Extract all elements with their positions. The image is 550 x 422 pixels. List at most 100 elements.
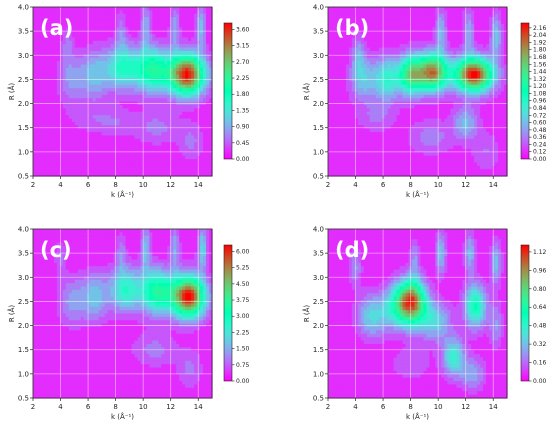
heatmap-cell <box>462 98 466 103</box>
heatmap-cell <box>41 37 46 42</box>
heatmap-cell <box>143 57 147 62</box>
heatmap-cell <box>128 13 133 18</box>
heatmap-cell <box>122 27 127 32</box>
heatmap-cell <box>62 74 67 79</box>
heatmap-cell <box>92 162 97 167</box>
heatmap-cell <box>435 64 439 69</box>
heatmap-cell <box>161 20 165 25</box>
heatmap-cell <box>182 13 186 18</box>
heatmap-cell <box>480 91 484 96</box>
heatmap-cell <box>185 142 189 147</box>
heatmap-cell <box>200 67 204 72</box>
heatmap-cell <box>438 7 442 11</box>
heatmap-cell <box>110 84 115 89</box>
heatmap-cell <box>414 50 419 55</box>
heatmap-cell <box>119 84 124 89</box>
heatmap-cell <box>396 13 401 18</box>
heatmap-cell <box>86 57 91 62</box>
heatmap-cell <box>423 23 428 28</box>
heatmap-cell <box>342 81 347 86</box>
heatmap-cell <box>119 115 124 120</box>
heatmap-cell <box>110 23 115 28</box>
heatmap-cell <box>158 132 162 137</box>
heatmap-cell <box>152 148 156 153</box>
heatmap-cell <box>185 67 189 72</box>
heatmap-cell <box>429 50 434 55</box>
heatmap-cell <box>194 67 198 72</box>
heatmap-cell <box>363 30 368 35</box>
heatmap-cell <box>339 47 344 52</box>
heatmap-cell <box>50 84 55 89</box>
heatmap-cell <box>161 91 165 96</box>
heatmap-cell <box>191 172 195 177</box>
heatmap-cell <box>41 132 46 137</box>
heatmap-cell <box>200 20 204 25</box>
heatmap-cell <box>86 34 91 39</box>
heatmap-cell <box>65 57 70 62</box>
heatmap-cell <box>149 142 153 147</box>
heatmap-cell <box>369 10 374 15</box>
heatmap-cell <box>122 165 127 170</box>
heatmap-cell <box>146 165 150 170</box>
heatmap-cell <box>477 17 481 22</box>
heatmap-cell <box>501 44 505 49</box>
heatmap-cell <box>119 135 124 140</box>
heatmap-cell <box>384 74 389 79</box>
heatmap-cell <box>53 118 58 123</box>
heatmap-cell <box>435 47 439 52</box>
heatmap-cell <box>456 34 460 39</box>
heatmap-cell <box>128 91 133 96</box>
heatmap-cell <box>206 77 210 82</box>
heatmap-cell <box>125 172 130 177</box>
heatmap-cell <box>101 50 106 55</box>
heatmap-cell <box>119 118 124 123</box>
heatmap-cell <box>167 132 171 137</box>
heatmap-cell <box>77 88 82 93</box>
heatmap-cell <box>44 81 49 86</box>
heatmap-cell <box>35 115 40 120</box>
heatmap-cell <box>206 54 210 59</box>
heatmap-cell <box>80 165 85 170</box>
heatmap-cell <box>206 145 210 150</box>
heatmap-cell <box>80 128 85 133</box>
heatmap-cell <box>483 44 487 49</box>
heatmap-cell <box>351 108 356 113</box>
heatmap-cell <box>149 162 153 167</box>
heatmap-cell <box>71 30 76 35</box>
heatmap-cell <box>402 13 407 18</box>
heatmap-cell <box>477 71 481 76</box>
heatmap-cell <box>125 37 130 42</box>
heatmap-cell <box>101 34 106 39</box>
heatmap-cell <box>381 61 386 66</box>
heatmap-cell <box>336 77 341 82</box>
heatmap-cell <box>465 27 469 32</box>
heatmap-cell <box>161 7 165 11</box>
heatmap-cell <box>104 77 109 82</box>
heatmap-cell <box>405 64 410 69</box>
heatmap-cell <box>104 13 109 18</box>
heatmap-cell <box>492 10 496 15</box>
heatmap-cell <box>348 37 353 42</box>
heatmap-cell <box>56 115 61 120</box>
heatmap-cell <box>77 44 82 49</box>
heatmap-cell <box>134 169 139 174</box>
heatmap-cell <box>191 30 195 35</box>
heatmap-cell <box>161 169 165 174</box>
heatmap-cell <box>137 74 141 79</box>
heatmap-cell <box>462 88 466 93</box>
heatmap-cell <box>89 47 94 52</box>
heatmap-cell <box>35 57 40 62</box>
heatmap-cell <box>83 23 88 28</box>
heatmap-cell <box>498 17 502 22</box>
heatmap-cell <box>62 88 67 93</box>
heatmap-cell <box>44 121 49 126</box>
heatmap-cell <box>152 121 156 126</box>
heatmap-cell <box>200 30 204 35</box>
heatmap-cell <box>128 155 133 160</box>
heatmap-cell <box>149 172 153 177</box>
heatmap-cell <box>107 115 112 120</box>
heatmap-cell <box>483 34 487 39</box>
heatmap-cell <box>188 34 192 39</box>
heatmap-cell <box>98 115 103 120</box>
heatmap-cell <box>345 81 350 86</box>
